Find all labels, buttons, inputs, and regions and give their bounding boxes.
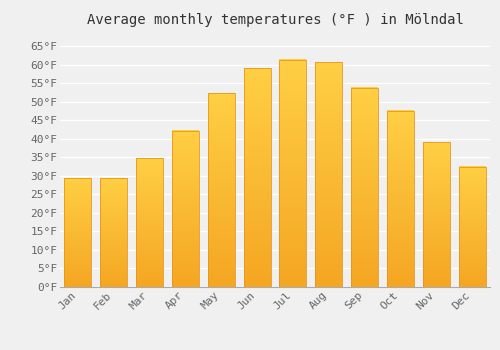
- Bar: [64, 178, 92, 287]
- Bar: [244, 68, 270, 287]
- Bar: [351, 88, 378, 287]
- Bar: [100, 178, 127, 287]
- Bar: [423, 142, 450, 287]
- Bar: [387, 111, 414, 287]
- Bar: [172, 131, 199, 287]
- Title: Average monthly temperatures (°F ) in Mölndal: Average monthly temperatures (°F ) in Mö…: [86, 13, 464, 27]
- Bar: [136, 159, 163, 287]
- Bar: [316, 62, 342, 287]
- Bar: [458, 167, 485, 287]
- Bar: [280, 60, 306, 287]
- Bar: [208, 93, 234, 287]
